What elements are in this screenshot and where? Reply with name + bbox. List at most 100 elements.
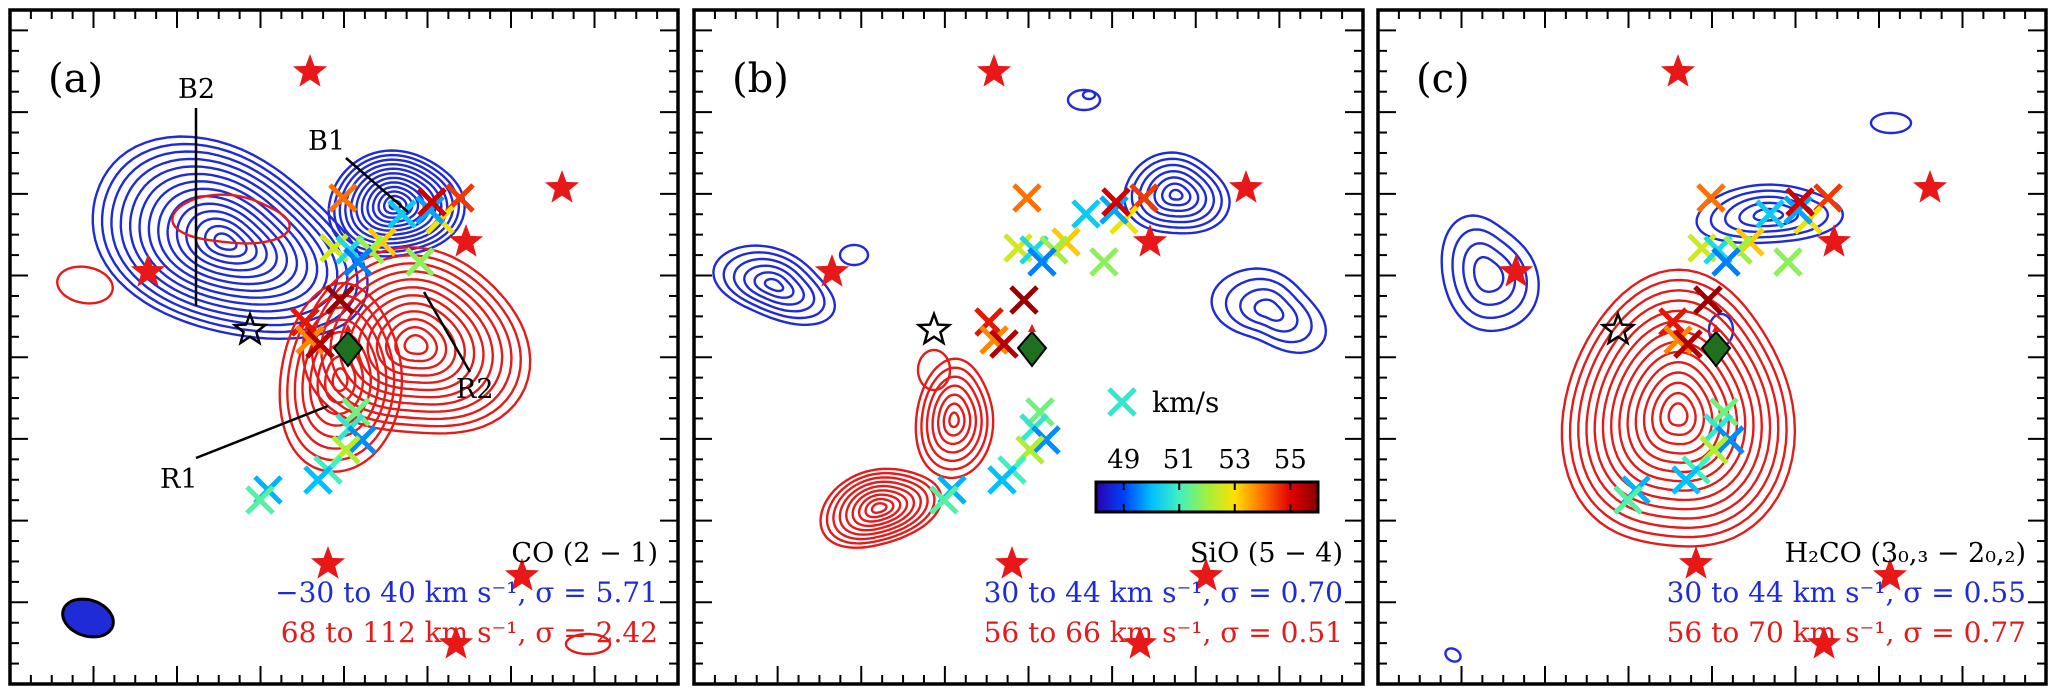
- plot-area: [1440, 54, 1948, 663]
- maser-cross: [1099, 195, 1129, 225]
- blue-velocity-range: 30 to 44 km s⁻¹, σ = 0.70: [984, 576, 1343, 609]
- blue-lobe-b2-contour: [119, 157, 339, 320]
- blue-contour: [1451, 228, 1529, 319]
- red-star: [976, 54, 1012, 87]
- red-star: [1678, 546, 1714, 579]
- red-contour: [931, 384, 978, 454]
- red-contour: [825, 471, 936, 545]
- blue-contour: [753, 271, 795, 299]
- red-contour: [1659, 391, 1697, 436]
- red-contour: [948, 411, 960, 429]
- red-star: [292, 54, 328, 87]
- red-star: [1816, 224, 1852, 257]
- maser-cross: [1709, 397, 1739, 427]
- maser-cross: [1755, 199, 1785, 229]
- blue-lobe-b1-contour: [327, 149, 466, 258]
- plot-area: [56, 54, 612, 659]
- red-star: [504, 558, 540, 591]
- diamond-tip: [344, 324, 352, 332]
- diamond-tip: [1712, 324, 1720, 332]
- panel-label: (a): [48, 56, 103, 102]
- red-contour: [1634, 360, 1722, 464]
- blue-contour: [1130, 157, 1223, 229]
- diamond-marker: [332, 330, 364, 368]
- colorbar-tick-label: 53: [1218, 445, 1251, 475]
- panel-b: (b) SiO (5 − 4) 30 to 44 km s⁻¹, σ = 0.70 5…: [692, 8, 1365, 686]
- blue-lobe-b2-contour: [91, 135, 369, 341]
- diamond-marker: [1016, 330, 1048, 368]
- annotation-leader: [345, 157, 409, 213]
- maser-cross: [343, 247, 373, 277]
- red-contour: [171, 193, 291, 245]
- red-lobe-r1r2-contour: [403, 333, 429, 355]
- colorbar-tick-label: 51: [1163, 445, 1196, 475]
- blue-velocity-range: −30 to 40 km s⁻¹, σ = 5.71: [275, 576, 658, 609]
- blue-lobe-b1-contour: [338, 158, 455, 249]
- velocity-colorbar: 49 51 53 55 km/s: [1094, 386, 1320, 514]
- maser-cross: [290, 307, 320, 337]
- maser-cross: [989, 329, 1019, 359]
- blue-contour: [1462, 242, 1517, 307]
- line-name: H₂CO (3₀,₃ − 2₀,₂): [1785, 538, 2026, 569]
- blue-lobe-b1-contour: [355, 172, 437, 237]
- red-contour: [564, 632, 612, 656]
- maser-cross: [1009, 285, 1039, 315]
- red-lobe-r1r2-contour: [366, 302, 467, 385]
- red-star: [1188, 558, 1224, 591]
- red-contour: [920, 366, 989, 471]
- maser-cross: [341, 397, 371, 427]
- maser-cross: [929, 485, 959, 515]
- red-star: [130, 254, 166, 287]
- annotation-b1: B1: [308, 126, 345, 157]
- open-star: [915, 310, 953, 346]
- panel-c: (c) H₂CO (3₀,₃ − 2₀,₂) 30 to 44 km s⁻¹, σ …: [1376, 8, 2048, 686]
- red-star: [1660, 54, 1696, 87]
- red-star: [310, 546, 346, 579]
- blue-lobe-b2-contour: [166, 194, 288, 286]
- blue-contour: [1869, 111, 1913, 135]
- blue-contour: [1440, 214, 1540, 333]
- blue-contour: [1239, 288, 1299, 333]
- colorbar-tick-label: 49: [1107, 445, 1140, 475]
- red-contour: [916, 348, 952, 392]
- red-star: [814, 254, 850, 287]
- panel-label: (b): [732, 56, 789, 102]
- red-contour: [1577, 289, 1780, 530]
- maser-cross: [1031, 425, 1061, 455]
- maser-cross: [417, 187, 447, 217]
- maser-cross: [387, 199, 417, 229]
- maser-cross: [245, 485, 275, 515]
- red-lobe-r1r2-contour: [329, 270, 504, 413]
- maser-cross: [1089, 247, 1119, 277]
- maser-cross: [1101, 187, 1131, 217]
- maser-cross: [305, 329, 335, 359]
- maser-cross: [1671, 465, 1701, 495]
- blue-velocity-range: 30 to 44 km s⁻¹, σ = 0.55: [1667, 576, 2026, 609]
- red-lobe-r1r2-contour: [375, 310, 457, 377]
- maser-cross: [1012, 183, 1042, 213]
- panel-label: (c): [1416, 56, 1470, 102]
- red-contour: [1585, 299, 1772, 520]
- red-contour: [937, 393, 972, 446]
- red-contour: [942, 402, 966, 437]
- red-star: [1132, 224, 1168, 257]
- red-lobe-r1-contour: [301, 318, 380, 439]
- diamond-marker: [1700, 330, 1732, 368]
- red-velocity-range: 56 to 70 km s⁻¹, σ = 0.77: [1667, 616, 2026, 649]
- red-velocity-range: 56 to 66 km s⁻¹, σ = 0.51: [984, 616, 1343, 649]
- line-name: CO (2 − 1): [511, 538, 658, 569]
- red-lobe-r1-contour: [331, 367, 349, 393]
- blue-lobe-b1-contour: [344, 162, 449, 245]
- red-contour: [56, 265, 114, 305]
- colorbar-title: km/s: [1152, 386, 1219, 419]
- maser-cross: [347, 425, 377, 455]
- red-contour: [925, 375, 983, 463]
- maser-cross: [405, 247, 435, 277]
- maser-cross: [1783, 195, 1813, 225]
- red-contour: [1667, 402, 1689, 427]
- red-contour: [914, 357, 995, 480]
- blue-contour: [712, 244, 837, 326]
- red-lobe-r1r2-contour: [394, 325, 439, 363]
- open-star: [1599, 310, 1637, 346]
